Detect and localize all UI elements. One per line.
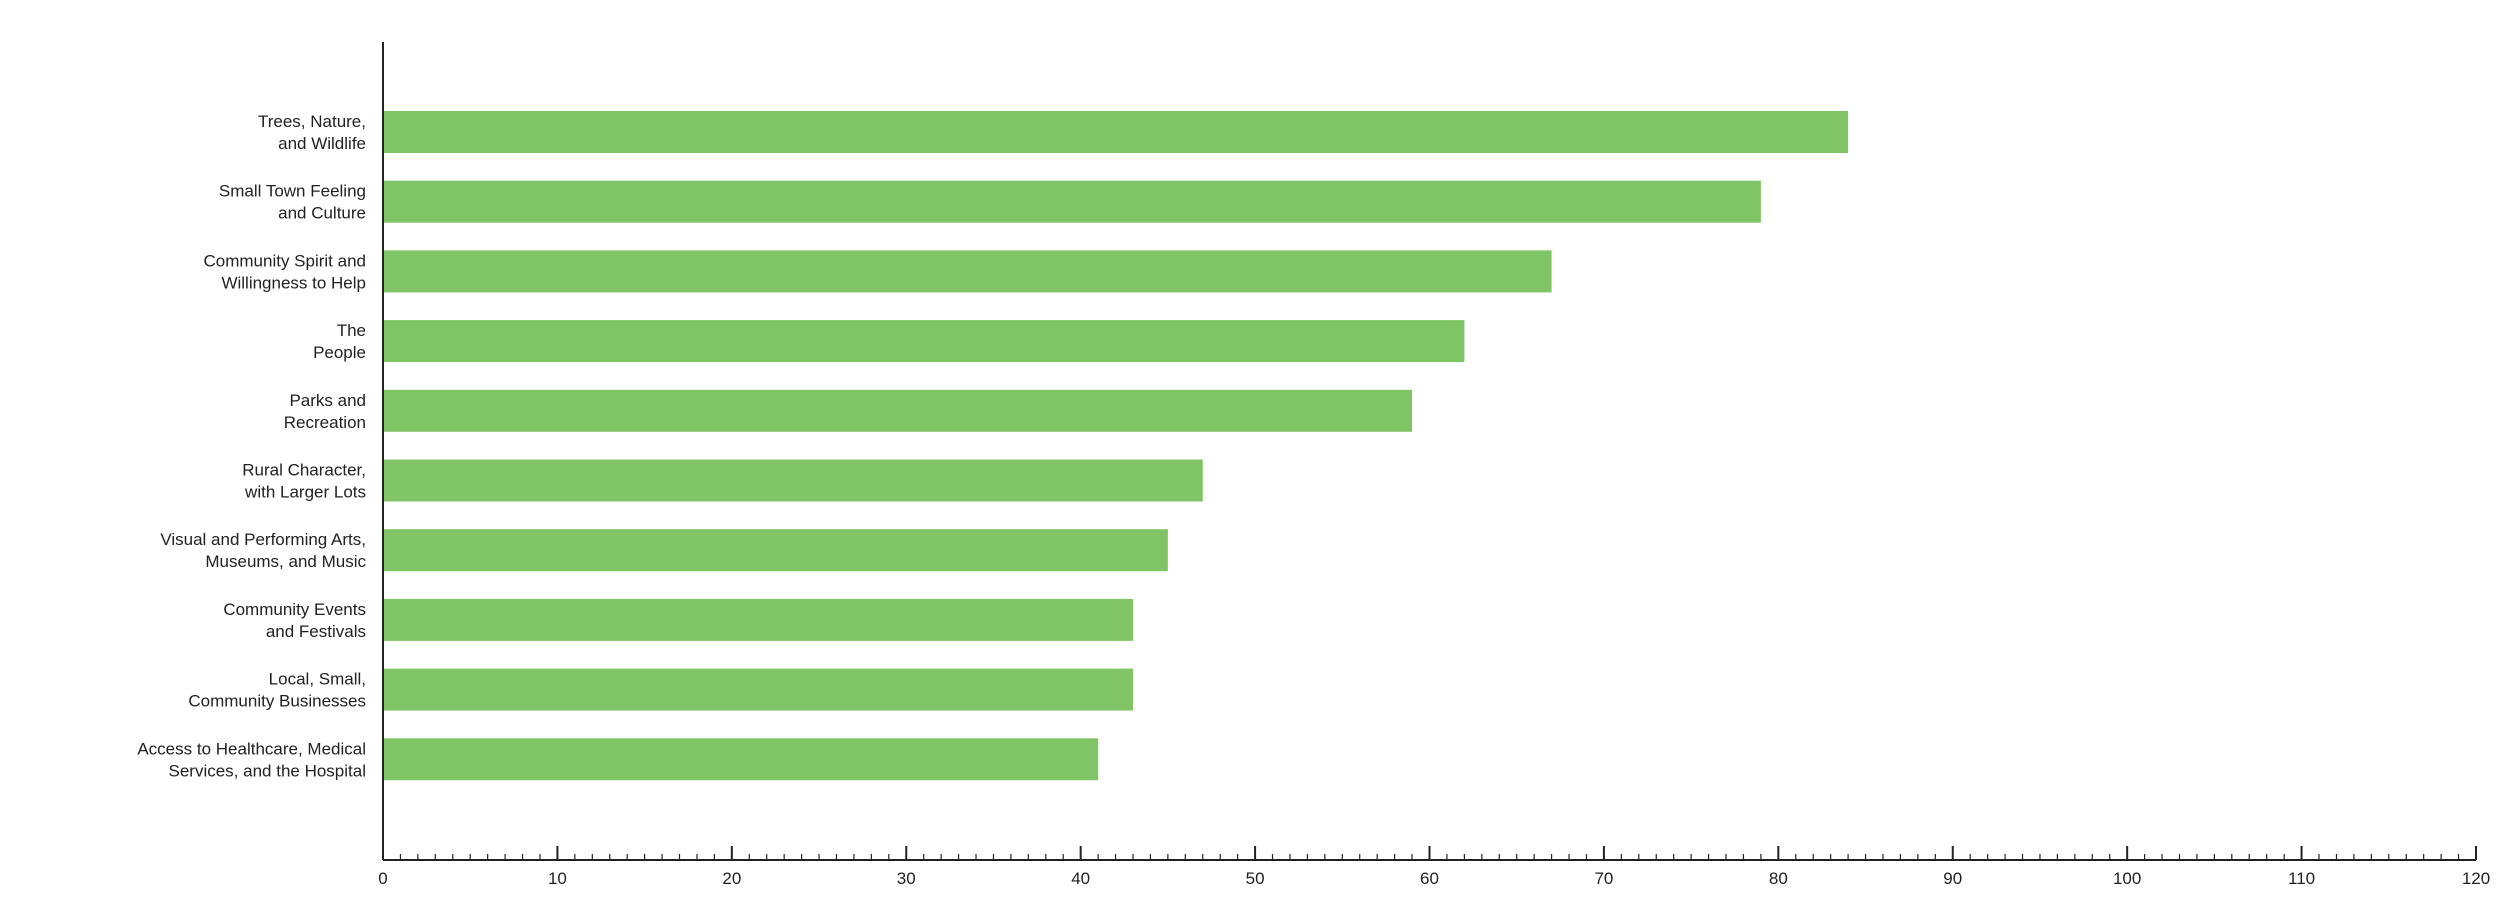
x-tick-label: 30 — [897, 869, 916, 888]
category-label: Trees, Nature, and Wildlife — [258, 112, 366, 153]
bar — [383, 111, 1849, 153]
category-label: Visual and Performing Arts, Museums, and … — [160, 530, 366, 571]
category-label-line: Recreation — [284, 413, 366, 432]
x-tick-label: 80 — [1769, 869, 1788, 888]
category-label-line: Rural Character, — [242, 461, 366, 480]
category-label: Parks and Recreation — [284, 391, 366, 432]
x-tick-label: 50 — [1246, 869, 1265, 888]
category-label-line: Community Spirit and — [203, 251, 366, 270]
category-label-line: Services, and the Hospital — [169, 761, 367, 780]
x-tick-label: 10 — [548, 869, 567, 888]
bar — [383, 598, 1133, 641]
category-label: Community Spirit and Willingness to Help — [203, 251, 366, 292]
category-label: Small Town Feeling and Culture — [219, 182, 366, 223]
x-tick-label: 90 — [1943, 869, 1962, 888]
x-tick-label: 40 — [1071, 869, 1090, 888]
bar — [383, 668, 1133, 711]
category-label-line: Access to Healthcare, Medical — [137, 739, 366, 758]
category-labels: Trees, Nature, and Wildlife Small Town Fee… — [137, 112, 366, 780]
category-label-line: with Larger Lots — [244, 483, 366, 502]
category-label-line: Parks and — [289, 391, 366, 410]
category-label-line: People — [313, 343, 366, 362]
category-label: Community Events and Festivals — [223, 600, 366, 641]
bar — [383, 250, 1552, 293]
x-tick-label: 120 — [2462, 869, 2490, 888]
x-tick-label: 20 — [722, 869, 741, 888]
axes — [382, 42, 2476, 861]
category-label-line: Community Events — [223, 600, 366, 619]
category-label: Rural Character, with Larger Lots — [242, 461, 366, 502]
x-tick-label: 0 — [378, 869, 387, 888]
category-label-line: Small Town Feeling — [219, 182, 366, 201]
bar — [383, 320, 1465, 363]
category-label-line: and Wildlife — [278, 134, 366, 153]
category-label-line: Willingness to Help — [221, 273, 366, 292]
bar — [383, 529, 1168, 572]
bars-layer — [383, 111, 1849, 781]
category-label-line: and Culture — [278, 204, 366, 223]
x-tick-label: 70 — [1594, 869, 1613, 888]
x-tick-label: 110 — [2288, 869, 2315, 888]
bar — [383, 389, 1413, 432]
category-label-line: Museums, and Music — [205, 552, 366, 571]
category-label-line: Trees, Nature, — [258, 112, 366, 131]
category-label: Access to Healthcare, Medical Services, a… — [137, 739, 366, 780]
x-tick-label: 60 — [1420, 869, 1439, 888]
category-label-line: and Festivals — [266, 622, 366, 641]
category-label-line: The — [337, 321, 366, 340]
category-label-line: Local, Small, — [269, 670, 366, 689]
bar — [383, 459, 1203, 502]
bar — [383, 180, 1761, 223]
category-label-line: Community Businesses — [188, 692, 366, 711]
x-axis-ticks: 0 10 20 30 40 50 60 70 80 90 100 110 120 — [378, 846, 2490, 888]
category-label: The People — [313, 321, 366, 362]
bar — [383, 738, 1099, 781]
category-label: Local, Small, Community Businesses — [188, 670, 366, 711]
x-tick-label: 100 — [2113, 869, 2141, 888]
category-label-line: Visual and Performing Arts, — [160, 530, 366, 549]
